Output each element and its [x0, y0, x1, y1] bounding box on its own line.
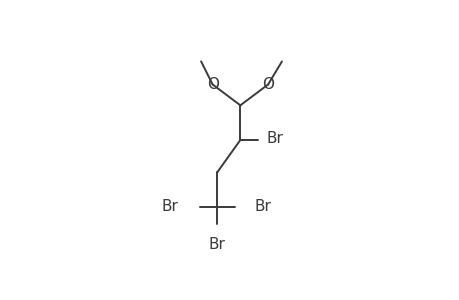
Text: Br: Br — [208, 237, 225, 252]
Text: Br: Br — [161, 200, 178, 214]
Text: Br: Br — [266, 131, 283, 146]
Text: O: O — [206, 77, 218, 92]
Text: Br: Br — [254, 200, 270, 214]
Text: O: O — [262, 77, 274, 92]
